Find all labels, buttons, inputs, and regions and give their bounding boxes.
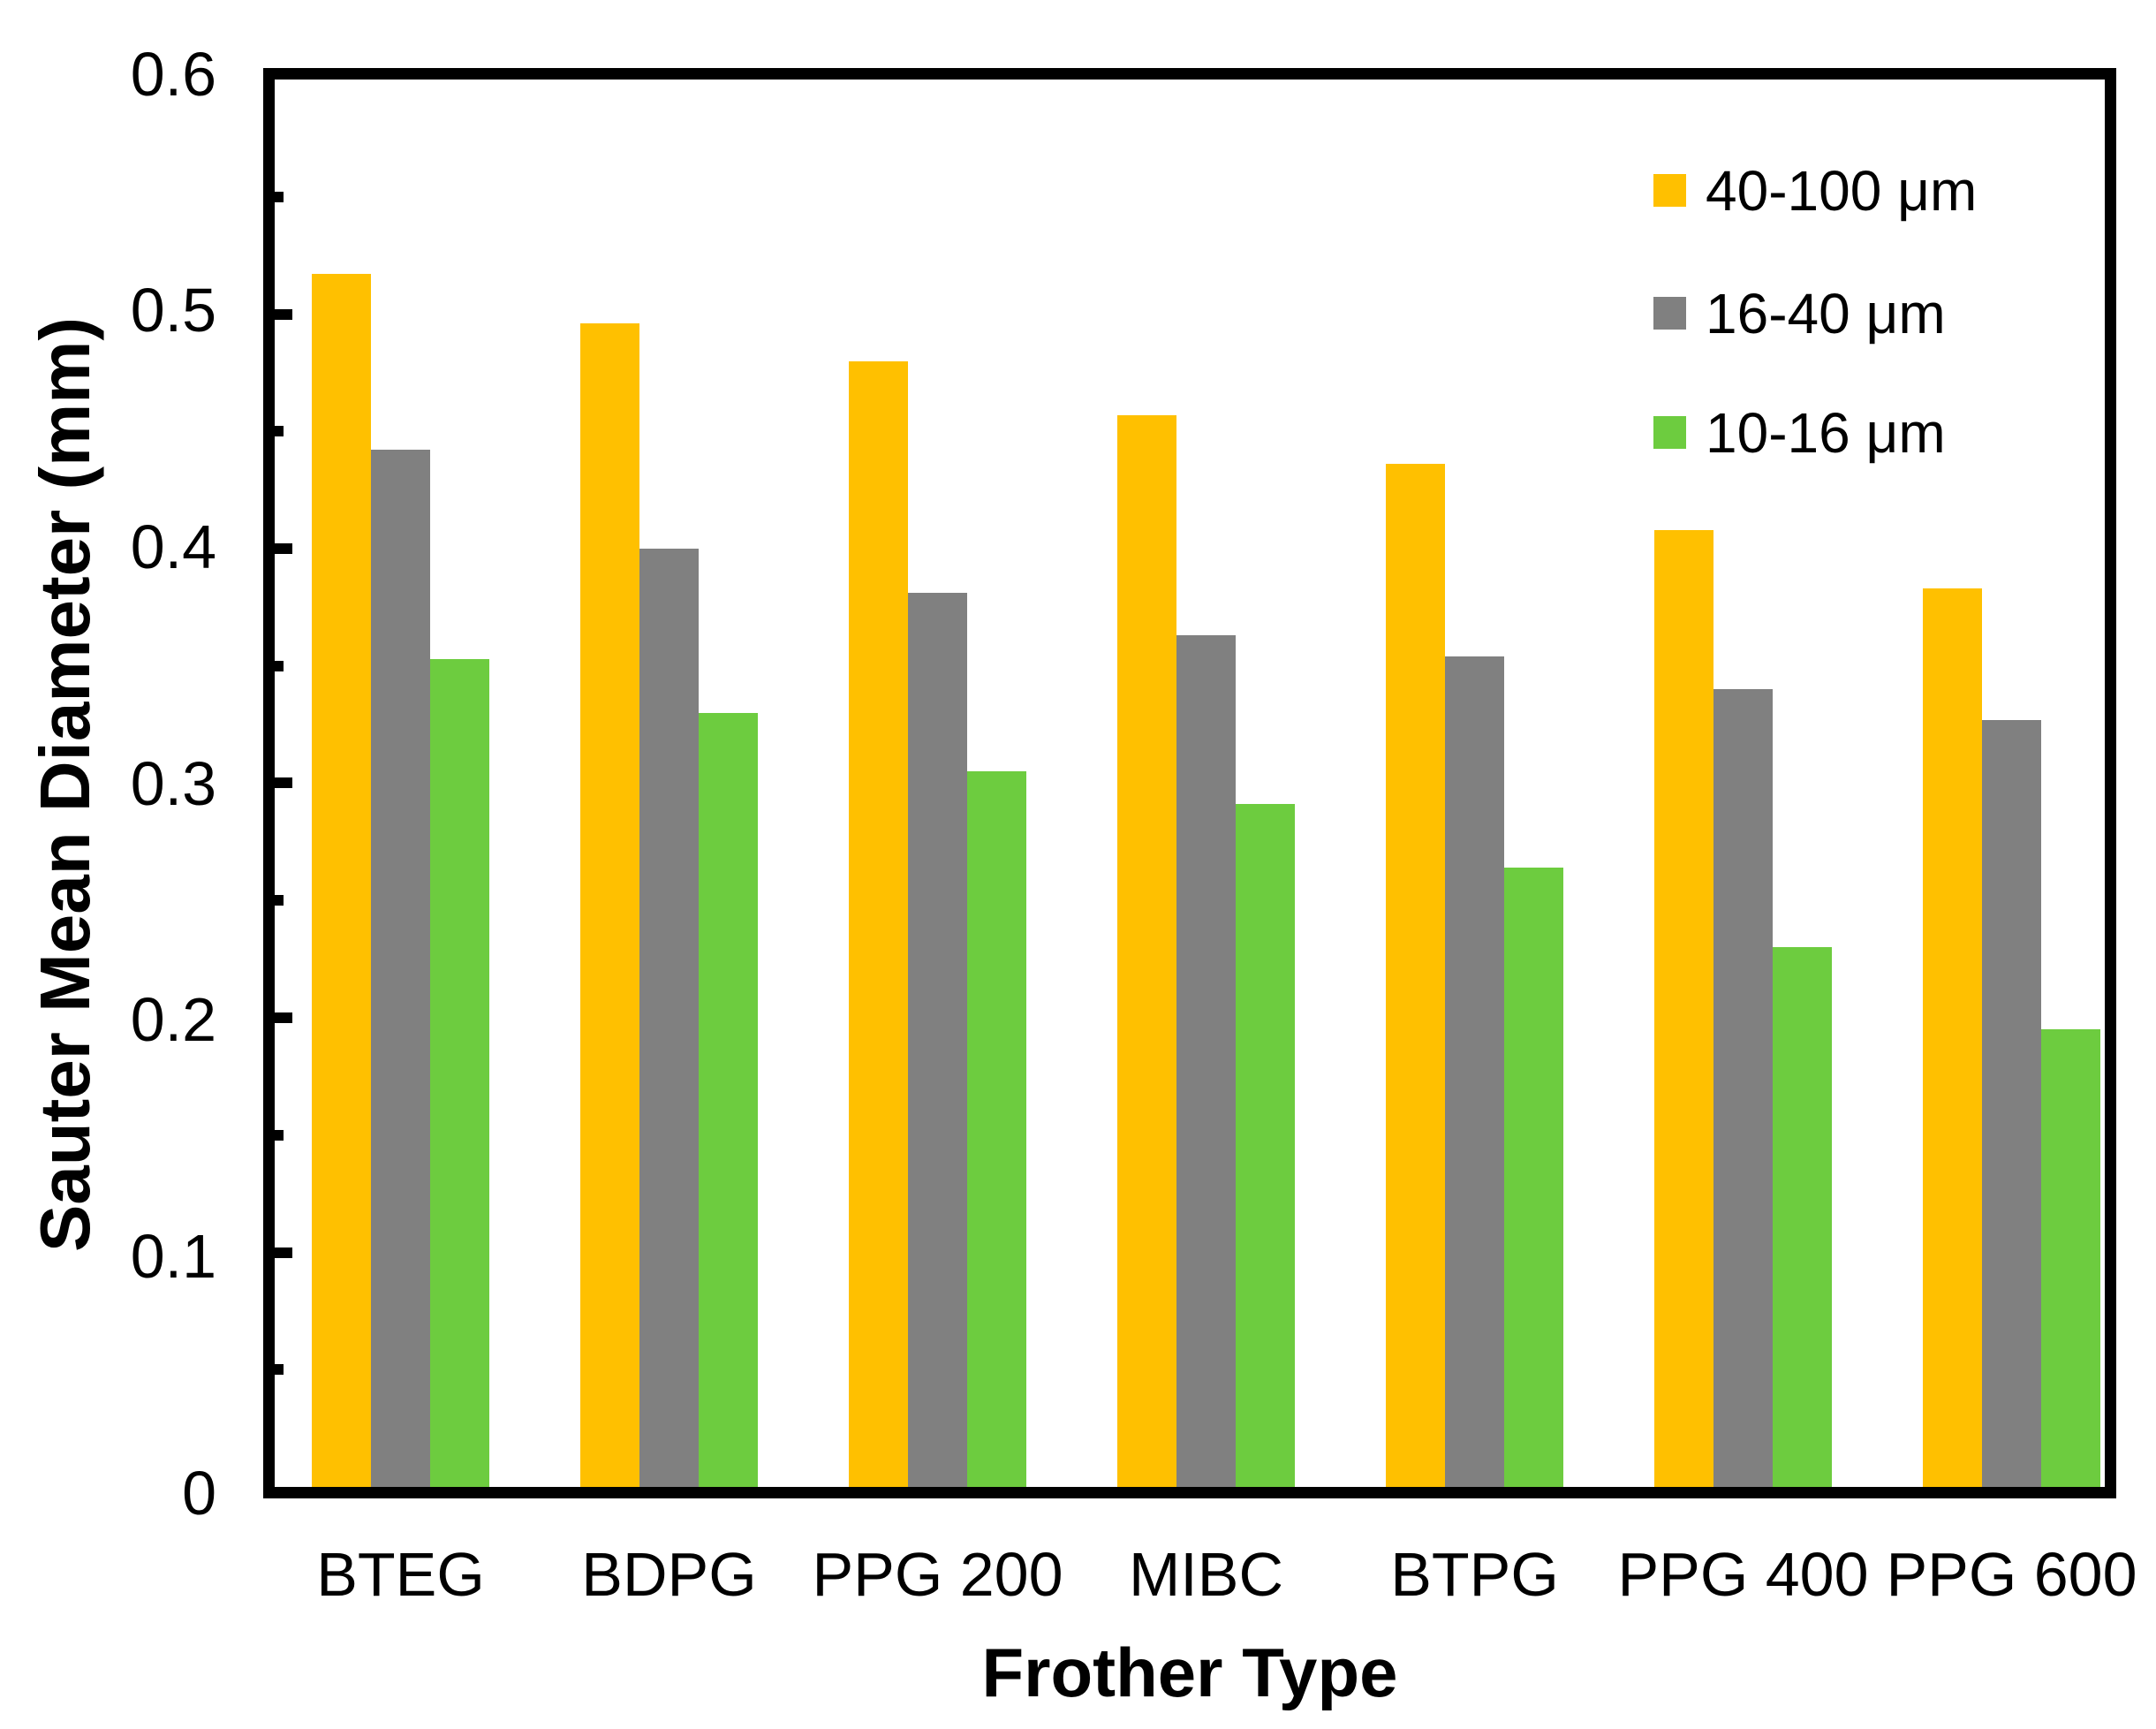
bar-ppg-600-10-16-μm (2041, 1029, 2100, 1487)
x-tick-label-ppg-200: PPG 200 (812, 1540, 1063, 1609)
y-major-tick (275, 543, 292, 554)
y-tick-label-0.6: 0.6 (130, 40, 216, 109)
bar-btpg-10-16-μm (1504, 868, 1563, 1487)
bar-btpg-16-40-μm (1445, 656, 1504, 1487)
y-tick-label-0.2: 0.2 (130, 985, 216, 1054)
plot-area (275, 80, 2105, 1487)
y-major-tick (275, 1247, 292, 1258)
bar-bdpg-40-100-μm (580, 323, 639, 1487)
legend-label: 10-16 μm (1706, 400, 1946, 465)
y-minor-tick (275, 426, 284, 436)
x-tick-label-mibc: MIBC (1129, 1540, 1283, 1609)
bar-mibc-10-16-μm (1236, 804, 1295, 1487)
legend-label: 40-100 μm (1706, 158, 1978, 223)
bar-bdpg-10-16-μm (699, 713, 758, 1487)
bar-ppg-200-10-16-μm (967, 771, 1026, 1487)
y-minor-tick (275, 1364, 284, 1375)
legend-swatch-icon (1653, 174, 1686, 207)
y-tick-label-0.4: 0.4 (130, 512, 216, 581)
bar-btpg-40-100-μm (1386, 464, 1445, 1487)
y-tick-label-0: 0 (182, 1459, 216, 1528)
x-tick-label-ppg-400: PPG 400 (1617, 1540, 1869, 1609)
y-major-tick (275, 309, 292, 320)
bar-mibc-40-100-μm (1117, 415, 1176, 1487)
legend-item-10-16-μm: 10-16 μm (1653, 405, 1946, 461)
x-tick-label-ppg-600: PPG 600 (1886, 1540, 2137, 1609)
bar-ppg-200-40-100-μm (849, 361, 908, 1487)
x-tick-label-bteg: BTEG (316, 1540, 485, 1609)
bar-ppg-600-40-100-μm (1923, 588, 1982, 1487)
legend-item-40-100-μm: 40-100 μm (1653, 163, 1977, 219)
y-tick-label-0.3: 0.3 (130, 749, 216, 818)
bar-bteg-16-40-μm (371, 450, 430, 1487)
x-tick-label-btpg: BTPG (1390, 1540, 1559, 1609)
y-major-tick (275, 1012, 292, 1023)
bar-bteg-10-16-μm (430, 659, 489, 1487)
y-minor-tick (275, 661, 284, 671)
bar-ppg-200-16-40-μm (908, 593, 967, 1487)
bar-mibc-16-40-μm (1176, 635, 1236, 1487)
y-tick-label-0.1: 0.1 (130, 1222, 216, 1291)
y-minor-tick (275, 192, 284, 202)
x-axis-title: Frother Type (981, 1634, 1398, 1711)
legend-swatch-icon (1653, 297, 1686, 330)
bar-ppg-400-40-100-μm (1654, 530, 1713, 1487)
y-major-tick (275, 777, 292, 788)
bar-ppg-600-16-40-μm (1982, 720, 2041, 1487)
y-tick-label-0.5: 0.5 (130, 276, 216, 345)
legend-item-16-40-μm: 16-40 μm (1653, 285, 1946, 342)
legend-label: 16-40 μm (1706, 281, 1946, 345)
bar-ppg-400-10-16-μm (1773, 947, 1832, 1487)
bar-bdpg-16-40-μm (639, 549, 699, 1487)
y-minor-tick (275, 895, 284, 906)
legend-swatch-icon (1653, 416, 1686, 449)
x-tick-label-bdpg: BDPG (581, 1540, 757, 1609)
bar-bteg-40-100-μm (312, 274, 371, 1487)
bar-ppg-400-16-40-μm (1713, 689, 1773, 1487)
y-minor-tick (275, 1130, 284, 1141)
